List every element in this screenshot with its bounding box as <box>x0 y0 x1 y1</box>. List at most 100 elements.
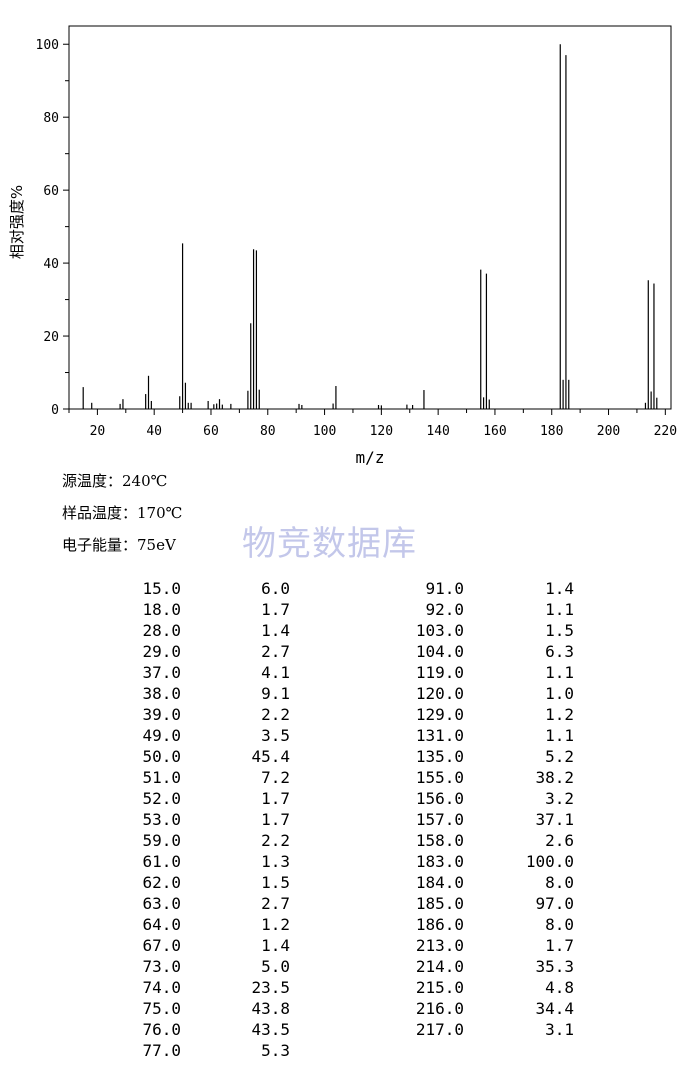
left-intensity-cell: 23.5 <box>251 978 290 997</box>
y-tick-label: 100 <box>36 38 59 53</box>
left-mz-cell: 39.0 <box>142 705 181 724</box>
right-mz-cell: 183.0 <box>415 852 464 871</box>
y-tick-label: 40 <box>43 257 59 272</box>
left-intensity-cell: 1.7 <box>261 810 290 829</box>
left-mz-cell: 61.0 <box>142 852 181 871</box>
right-intensity-cell: 97.0 <box>535 894 574 913</box>
left-intensity-cell: 2.2 <box>261 831 290 850</box>
right-intensity-cell: 1.1 <box>545 600 574 619</box>
right-mz-cell: 131.0 <box>415 726 464 745</box>
y-tick-label: 60 <box>43 184 59 199</box>
right-intensity-cell: 2.6 <box>545 831 574 850</box>
left-mz-cell: 59.0 <box>142 831 181 850</box>
right-mz-cell: 129.0 <box>415 705 464 724</box>
right-mz-cell: 158.0 <box>415 831 464 850</box>
left-mz-cell: 18.0 <box>142 600 181 619</box>
left-mz-cell: 52.0 <box>142 789 181 808</box>
right-intensity-cell: 1.1 <box>545 663 574 682</box>
left-intensity-cell: 3.5 <box>261 726 290 745</box>
left-mz-cell: 77.0 <box>142 1041 181 1060</box>
right-intensity-cell: 1.5 <box>545 621 574 640</box>
x-tick-label: 80 <box>260 424 276 439</box>
left-mz-cell: 67.0 <box>142 936 181 955</box>
left-intensity-cell: 1.7 <box>261 600 290 619</box>
electron-energy: 电子能量：75eV <box>62 536 176 554</box>
right-intensity-cell: 37.1 <box>535 810 574 829</box>
right-intensity-cell: 35.3 <box>535 957 574 976</box>
left-intensity-cell: 1.2 <box>261 915 290 934</box>
right-mz-cell: 216.0 <box>415 999 464 1018</box>
left-mz-cell: 73.0 <box>142 957 181 976</box>
right-mz-cell: 157.0 <box>415 810 464 829</box>
left-mz-cell: 75.0 <box>142 999 181 1018</box>
right-intensity-cell: 3.2 <box>545 789 574 808</box>
left-mz-cell: 51.0 <box>142 768 181 787</box>
right-intensity-cell: 1.0 <box>545 684 574 703</box>
right-mz-cell: 104.0 <box>415 642 464 661</box>
x-tick-label: 20 <box>90 424 106 439</box>
right-mz-cell: 214.0 <box>415 957 464 976</box>
right-mz-cell: 119.0 <box>415 663 464 682</box>
left-intensity-cell: 1.4 <box>261 621 290 640</box>
right-mz-cell: 185.0 <box>415 894 464 913</box>
right-mz-cell: 92.0 <box>425 600 464 619</box>
left-intensity-cell: 7.2 <box>261 768 290 787</box>
svg-text:相对强度%: 相对强度% <box>8 185 26 259</box>
right-mz-cell: 215.0 <box>415 978 464 997</box>
x-axis-label: m/z <box>356 448 385 467</box>
right-intensity-cell: 8.0 <box>545 873 574 892</box>
right-mz-cell: 155.0 <box>415 768 464 787</box>
left-mz-cell: 62.0 <box>142 873 181 892</box>
right-intensity-cell: 3.1 <box>545 1020 574 1039</box>
left-mz-cell: 28.0 <box>142 621 181 640</box>
right-mz-cell: 103.0 <box>415 621 464 640</box>
right-intensity-cell: 1.4 <box>545 579 574 598</box>
y-axis-ticks <box>63 43 69 410</box>
right-mz-cell: 91.0 <box>425 579 464 598</box>
left-intensity-cell: 5.0 <box>261 957 290 976</box>
right-intensity-cell: 34.4 <box>535 999 574 1018</box>
y-tick-label: 20 <box>43 330 59 345</box>
left-intensity-cell: 1.3 <box>261 852 290 871</box>
right-mz-cell: 213.0 <box>415 936 464 955</box>
y-axis-label: 相对强度% <box>8 185 26 259</box>
x-tick-label: 40 <box>146 424 162 439</box>
spectrum-peaks <box>82 44 658 409</box>
left-mz-cell: 37.0 <box>142 663 181 682</box>
right-intensity-cell: 8.0 <box>545 915 574 934</box>
left-mz-cell: 49.0 <box>142 726 181 745</box>
left-intensity-cell: 45.4 <box>251 747 290 766</box>
left-mz-cell: 53.0 <box>142 810 181 829</box>
right-intensity-cell: 1.1 <box>545 726 574 745</box>
x-tick-label: 120 <box>370 424 393 439</box>
right-intensity-cell: 38.2 <box>535 768 574 787</box>
x-tick-label: 220 <box>654 424 677 439</box>
left-intensity-cell: 2.2 <box>261 705 290 724</box>
y-tick-label: 80 <box>43 111 59 126</box>
left-intensity-cell: 1.5 <box>261 873 290 892</box>
left-mz-cell: 76.0 <box>142 1020 181 1039</box>
x-tick-label: 200 <box>597 424 620 439</box>
left-intensity-cell: 1.4 <box>261 936 290 955</box>
left-intensity-cell: 1.7 <box>261 789 290 808</box>
left-intensity-cell: 2.7 <box>261 894 290 913</box>
left-mz-cell: 38.0 <box>142 684 181 703</box>
left-intensity-cell: 9.1 <box>261 684 290 703</box>
right-intensity-cell: 1.2 <box>545 705 574 724</box>
right-mz-cell: 156.0 <box>415 789 464 808</box>
right-mz-cell: 135.0 <box>415 747 464 766</box>
left-mz-cell: 15.0 <box>142 579 181 598</box>
left-intensity-cell: 4.1 <box>261 663 290 682</box>
x-tick-label: 140 <box>426 424 449 439</box>
right-intensity-cell: 5.2 <box>545 747 574 766</box>
right-intensity-cell: 1.7 <box>545 936 574 955</box>
right-mz-cell: 184.0 <box>415 873 464 892</box>
y-tick-label: 0 <box>51 403 59 418</box>
left-mz-cell: 74.0 <box>142 978 181 997</box>
peak-table: 15.0 18.0 28.0 29.0 37.0 38.0 39.0 49.0 50.0 51.0… <box>0 578 681 1068</box>
left-mz-cell: 64.0 <box>142 915 181 934</box>
x-tick-label: 60 <box>203 424 219 439</box>
watermark: 物竞数据库 <box>242 524 417 564</box>
x-axis-tick-labels: 20 40 60 80 100 120 140 160 180 200 220 <box>90 424 677 439</box>
